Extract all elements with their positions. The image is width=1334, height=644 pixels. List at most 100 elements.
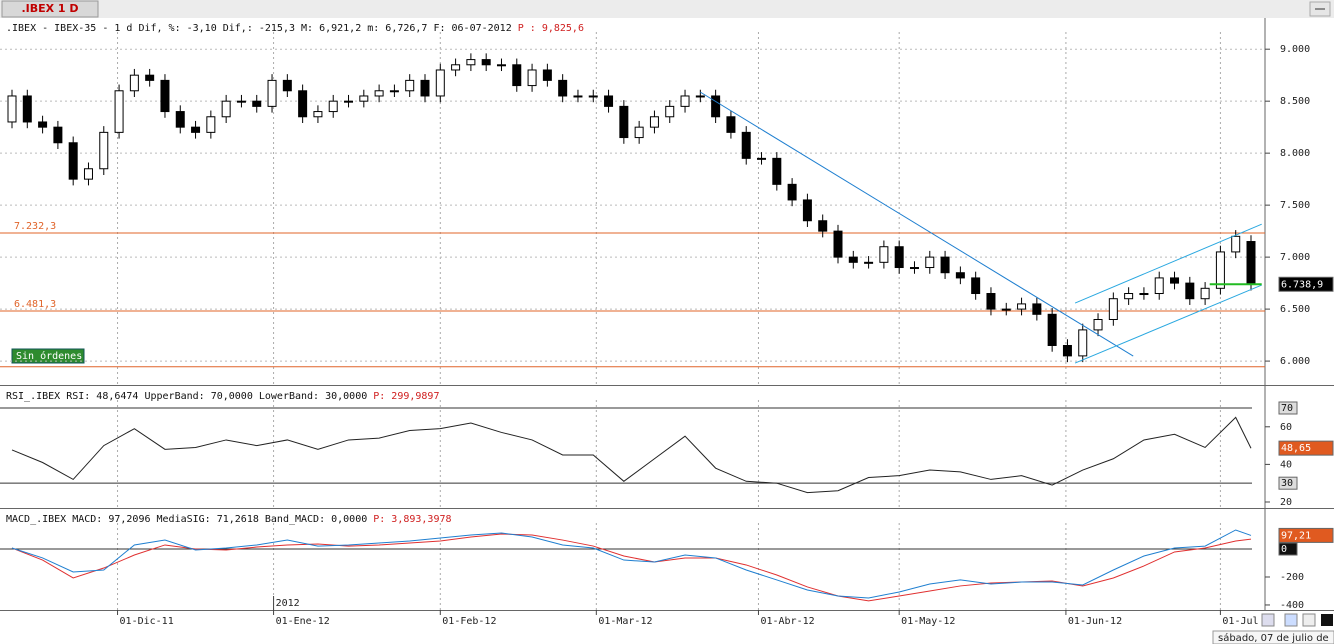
candle-body xyxy=(496,64,506,67)
candle-body xyxy=(252,100,262,107)
y-tick-label: 20 xyxy=(1280,497,1292,508)
y-tick-label: 60 xyxy=(1280,422,1292,433)
indicator-line xyxy=(11,533,1252,602)
order-status-box[interactable] xyxy=(11,348,85,364)
candle-body xyxy=(619,105,629,139)
x-tick-label: 01-Mar-12 xyxy=(598,616,652,627)
x-tick-label: 01-Jun-12 xyxy=(1068,616,1122,627)
candle-body xyxy=(726,116,736,133)
candle-body xyxy=(298,90,308,118)
candle-body xyxy=(7,95,17,123)
candle-body xyxy=(680,95,690,107)
panel-header: .IBEX - IBEX-35 - 1 d Dif, %: -3,10 Dif,… xyxy=(6,23,584,34)
candle-body xyxy=(1200,287,1210,300)
candle-body xyxy=(435,69,445,97)
level-label: 7.232,3 xyxy=(14,221,56,232)
candle-body xyxy=(695,95,705,98)
candle-body xyxy=(1093,319,1103,331)
band-label-box xyxy=(1278,476,1298,490)
candle-body xyxy=(99,131,109,170)
last-value-label: 97,21 xyxy=(1281,530,1311,541)
candle-body xyxy=(1124,293,1134,300)
candle-body xyxy=(405,79,415,92)
candle-body xyxy=(374,90,384,97)
candle-body xyxy=(1139,293,1149,296)
candle-body xyxy=(221,100,231,118)
candle-body xyxy=(114,90,124,133)
candle-body xyxy=(848,256,858,263)
candle-body xyxy=(22,95,32,123)
candle-body xyxy=(83,168,93,180)
candle-body xyxy=(38,121,48,128)
candle-body xyxy=(175,111,185,128)
candle-body xyxy=(160,79,170,113)
candle-body xyxy=(558,79,568,97)
header-extra: P: 3,893,3978 xyxy=(373,514,451,525)
candle-body xyxy=(1108,298,1118,321)
header-text: .IBEX - IBEX-35 - 1 d Dif, %: -3,10 Dif,… xyxy=(6,23,512,34)
tool-icon[interactable] xyxy=(1302,613,1316,627)
candle-body xyxy=(573,95,583,98)
candle-body xyxy=(1154,277,1164,295)
candle-body xyxy=(206,116,216,133)
panel-header: MACD_.IBEX MACD: 97,2096 MediaSIG: 71,26… xyxy=(6,514,452,525)
candle-body xyxy=(940,256,950,274)
candle-body xyxy=(344,100,354,103)
candle-body xyxy=(649,116,659,128)
candle-body xyxy=(328,100,338,113)
candle-body xyxy=(420,79,430,97)
candle-body xyxy=(971,277,981,295)
candle-body xyxy=(191,126,201,133)
x-tick-label: 01-Ene-12 xyxy=(276,616,330,627)
header-extra: P : 9,825,6 xyxy=(518,23,584,34)
candle-body xyxy=(267,79,277,107)
last-value-label: 6.738,9 xyxy=(1281,279,1323,290)
candle-body xyxy=(1215,251,1225,289)
indicator-line xyxy=(11,529,1252,599)
trend-line xyxy=(700,91,1134,357)
y-tick-label: -200 xyxy=(1280,572,1304,583)
candle-body xyxy=(909,267,919,270)
y-tick-label: 6.500 xyxy=(1280,304,1310,315)
x-tick-label: 01-Dic-11 xyxy=(120,616,174,627)
candle-body xyxy=(833,230,843,258)
candle-body xyxy=(1231,235,1241,253)
y-tick-label: 7.000 xyxy=(1280,252,1310,263)
candle-body xyxy=(1047,313,1057,346)
tab-label: .IBEX 1 D xyxy=(21,2,78,15)
band-label-box xyxy=(1278,542,1298,556)
toolbar xyxy=(1261,613,1333,627)
indicator-line xyxy=(11,416,1252,494)
candle-body xyxy=(879,246,889,263)
candle-body xyxy=(864,261,874,264)
candle-body xyxy=(236,100,246,103)
candle-body xyxy=(634,126,644,139)
header-text: MACD_.IBEX MACD: 97,2096 MediaSIG: 71,26… xyxy=(6,514,367,525)
band-label: 70 xyxy=(1281,403,1293,414)
date-tooltip: sábado, 07 de julio de xyxy=(1218,632,1329,644)
candle-body xyxy=(741,131,751,159)
tool-icon[interactable] xyxy=(1321,614,1333,626)
candle-body xyxy=(604,95,614,107)
candle-body xyxy=(1062,344,1072,357)
candle-body xyxy=(772,157,782,185)
candle-body xyxy=(1246,241,1256,285)
tool-icon[interactable] xyxy=(1261,613,1275,627)
candle-body xyxy=(894,246,904,269)
candle-body xyxy=(466,59,476,66)
candle-body xyxy=(757,157,767,160)
header-extra: P: 299,9897 xyxy=(373,391,439,402)
tool-icon[interactable] xyxy=(1284,613,1298,627)
candle-body xyxy=(711,95,721,118)
y-tick-label: 7.500 xyxy=(1280,200,1310,211)
candle-body xyxy=(925,256,935,269)
candle-body xyxy=(787,183,797,201)
candle-body xyxy=(527,69,537,87)
tab[interactable] xyxy=(1,0,99,18)
date-tooltip-box xyxy=(1212,630,1334,644)
candle-body xyxy=(1032,303,1042,315)
x-tick-label: 01-Abr-12 xyxy=(760,616,814,627)
candle-body xyxy=(313,111,323,118)
candle-body xyxy=(512,64,522,87)
